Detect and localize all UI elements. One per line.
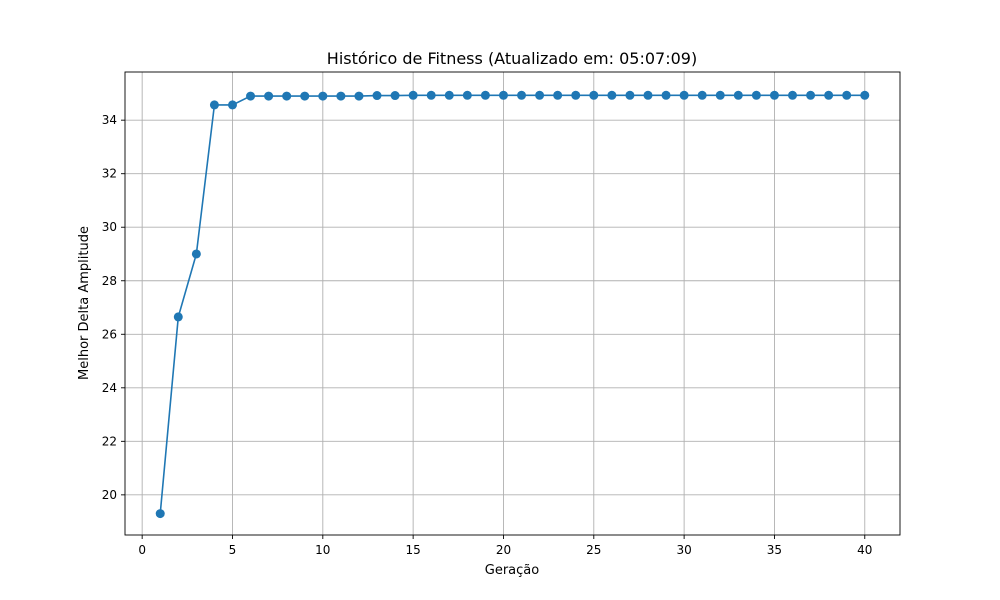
data-point: [246, 91, 256, 101]
data-point: [336, 91, 346, 101]
data-point: [480, 90, 490, 100]
data-point: [860, 90, 870, 100]
data-point: [607, 90, 617, 100]
chart-title: Histórico de Fitness (Atualizado em: 05:…: [327, 49, 697, 68]
data-point: [769, 90, 779, 100]
data-point: [806, 90, 816, 100]
y-tick-label: 20: [102, 488, 117, 502]
y-tick-label: 22: [102, 434, 117, 448]
x-tick-label: 0: [138, 543, 146, 557]
plot-frame: [124, 71, 901, 536]
data-point: [408, 90, 418, 100]
y-tick-label: 26: [102, 327, 117, 341]
y-tick-label: 34: [102, 113, 117, 127]
y-axis-label: Melhor Delta Amplitude: [77, 226, 92, 380]
data-point: [173, 312, 183, 322]
x-tick-label: 5: [229, 543, 237, 557]
ticks: 0 5 10 15 20 25 30 35 40 20 22 24 26 28 30 32 34: [102, 113, 873, 557]
x-axis-label: Geração: [485, 563, 539, 578]
data-point: [444, 90, 454, 100]
data-point: [715, 90, 725, 100]
x-tick-label: 40: [857, 543, 872, 557]
series-line: [159, 94, 865, 514]
y-tick-label: 28: [102, 274, 117, 288]
data-point: [390, 91, 400, 101]
data-point: [733, 90, 743, 100]
data-point: [264, 91, 274, 101]
data-point: [589, 90, 599, 100]
x-tick-label: 30: [676, 543, 691, 557]
x-tick-label: 15: [406, 543, 421, 557]
data-point: [842, 90, 852, 100]
x-tick-label: 25: [586, 543, 601, 557]
data-point: [788, 90, 798, 100]
data-point: [462, 90, 472, 100]
data-point: [824, 90, 834, 100]
data-point: [643, 90, 653, 100]
data-point: [517, 90, 527, 100]
data-point: [372, 91, 382, 101]
data-point: [282, 91, 292, 101]
data-point: [300, 91, 310, 101]
data-point: [751, 90, 761, 100]
data-point: [553, 90, 563, 100]
data-point: [426, 90, 436, 100]
data-point: [535, 90, 545, 100]
series: [155, 90, 870, 519]
data-point: [625, 90, 635, 100]
data-point: [318, 91, 328, 101]
y-tick-label: 30: [102, 220, 117, 234]
data-point: [697, 90, 707, 100]
data-point: [209, 100, 219, 110]
data-point: [498, 90, 508, 100]
grid: [125, 72, 900, 535]
x-tick-label: 20: [496, 543, 511, 557]
x-tick-label: 35: [767, 543, 782, 557]
data-point: [354, 91, 364, 101]
data-point: [679, 90, 689, 100]
y-tick-label: 32: [102, 167, 117, 181]
data-point: [155, 509, 165, 519]
x-tick-label: 10: [315, 543, 330, 557]
data-point: [191, 249, 201, 259]
data-point: [571, 90, 581, 100]
data-point: [661, 90, 671, 100]
y-tick-label: 24: [102, 381, 117, 395]
data-point: [227, 100, 237, 110]
